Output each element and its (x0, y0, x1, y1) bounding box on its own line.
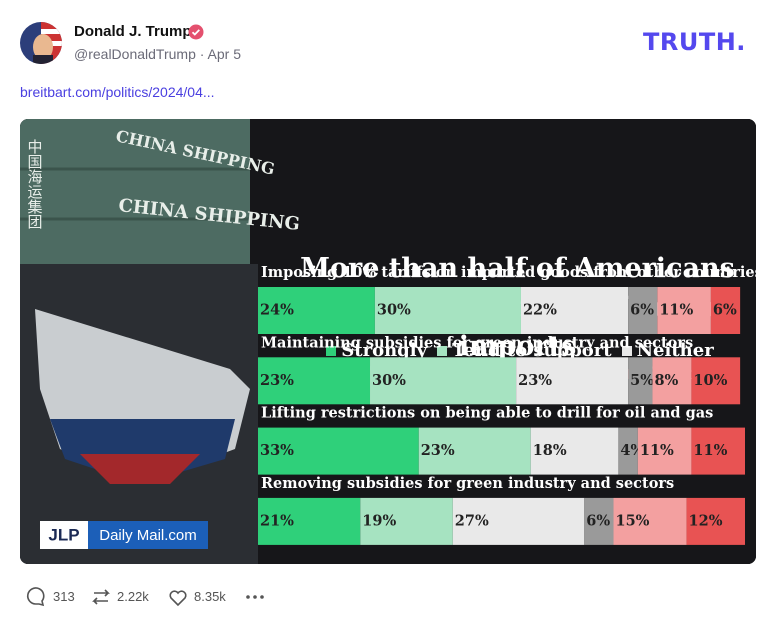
repost-icon[interactable] (92, 589, 110, 605)
legend-label: Tend to support (452, 340, 612, 361)
bar-segment (691, 357, 741, 405)
bar-segment (652, 357, 692, 405)
chart: Imposing 10% tariffs on imported goods f… (258, 264, 756, 545)
value-label: 18% (533, 442, 567, 459)
date[interactable]: Apr 5 (207, 46, 241, 62)
handle-date: @realDonaldTrump · Apr 5 (74, 46, 241, 62)
value-label: 11% (693, 442, 727, 459)
bar-segment (618, 427, 638, 475)
reply-icon[interactable] (26, 587, 45, 607)
legend-label: Strongly (341, 340, 428, 361)
bar-segment (686, 497, 745, 545)
like-count: 8.35k (194, 589, 226, 604)
value-label: 23% (518, 372, 552, 389)
legend-swatch (437, 346, 448, 356)
logo-text: JLP (48, 525, 79, 544)
bar-segment (530, 427, 619, 475)
value-label: 6% (630, 302, 654, 319)
value-label: 21% (260, 512, 294, 529)
bar-segment (637, 427, 692, 475)
value-label: 23% (260, 372, 294, 389)
value-label: 10% (693, 372, 727, 389)
legend-item: Neither (621, 339, 714, 362)
bar-segment (418, 427, 531, 475)
post-image[interactable]: CHINA SHIPPING CHINA SHIPPING 中国海运集团 JLP… (20, 119, 756, 564)
row-label: Imposing 10% tariffs on imported goods f… (261, 264, 756, 281)
value-label: 23% (421, 442, 455, 459)
value-label: 24% (260, 302, 294, 319)
value-label: 6% (586, 512, 610, 529)
legend-swatch (621, 346, 632, 356)
bar-segment (360, 497, 453, 545)
row-label: Maintaining subsidies for green industry… (261, 334, 693, 351)
legend-item: Tend to support (437, 339, 612, 362)
bar-segment (657, 287, 711, 334)
value-label: 8% (654, 372, 678, 389)
bar-segment (258, 357, 371, 405)
bar-segment (374, 287, 521, 334)
photo: CHINA SHIPPING CHINA SHIPPING 中国海运集团 JLP… (20, 119, 756, 564)
brand-logo[interactable]: TRUTH. (643, 28, 746, 56)
link[interactable]: breitbart.com/politics/2024/04... (20, 84, 215, 100)
value-label: 33% (260, 442, 294, 459)
repost-count: 2.22k (117, 589, 149, 604)
chinese-text: 中国海运集团 (26, 139, 43, 229)
bar-segment (628, 287, 658, 334)
value-label: 30% (372, 372, 406, 389)
bar-segment (258, 287, 375, 334)
row-label: Lifting restrictions on being able to dr… (261, 405, 713, 422)
logo-text: Daily Mail.com (99, 527, 197, 544)
bar-segment (691, 427, 745, 475)
value-label: 12% (689, 512, 723, 529)
row-label: Removing subsidies for green industry an… (261, 475, 674, 492)
value-label: 5% (630, 372, 654, 389)
bar-segment (452, 497, 585, 545)
value-label: 11% (659, 302, 693, 319)
bar-segment (710, 287, 741, 334)
legend-swatch (326, 346, 337, 356)
value-label: 30% (377, 302, 411, 319)
avatar[interactable] (19, 21, 63, 65)
bar-segment (520, 287, 629, 334)
bar-segment (628, 357, 653, 405)
legend-item: Strongly (326, 339, 427, 362)
bar-segment (370, 357, 517, 405)
bar-segment (613, 497, 687, 545)
legend-label: Neither (636, 340, 714, 361)
bar-segment (516, 357, 629, 405)
handle: @realDonaldTrump (74, 46, 196, 62)
value-label: 19% (362, 512, 396, 529)
actions (26, 587, 264, 607)
value-label: 15% (616, 512, 650, 529)
reply-count: 313 (53, 589, 75, 604)
value-label: 27% (455, 512, 489, 529)
value-label: 6% (713, 302, 737, 319)
value-label: 22% (523, 302, 557, 319)
bar-segment (258, 427, 419, 475)
value-label: 11% (640, 442, 674, 459)
author-name[interactable]: Donald J. Trump (74, 23, 192, 40)
like-icon[interactable] (169, 590, 187, 607)
verified-badge (188, 24, 204, 40)
bar-segment (258, 497, 361, 545)
bar-segment (584, 497, 614, 545)
